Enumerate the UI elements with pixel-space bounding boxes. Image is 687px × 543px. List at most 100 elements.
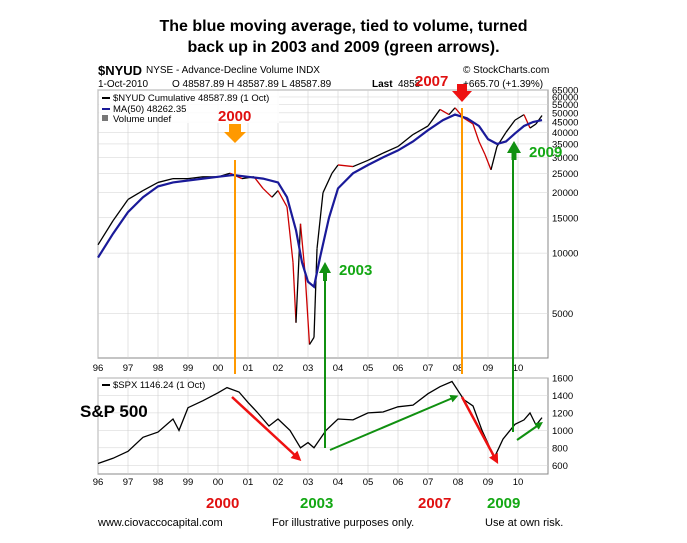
nyud-cumulative-segment xyxy=(382,145,399,154)
nyud-cumulative-segment xyxy=(463,117,474,125)
annotation-layer: 2000 2007 2003 2009 2000 2003 2007 2009 xyxy=(206,73,562,512)
nyud-cumulative-segment xyxy=(472,123,480,142)
nyud-x-tick-label: 00 xyxy=(213,363,224,374)
nyud-x-tick-label: 07 xyxy=(423,363,434,374)
annotation-bottom-2003: 2003 xyxy=(300,495,333,512)
spx-x-tick-label: 09 xyxy=(483,477,494,488)
spx-x-tick-label: 97 xyxy=(123,477,134,488)
annotation-top-2000: 2000 xyxy=(218,108,251,125)
spx-y-tick-label: 1400 xyxy=(552,391,573,402)
nyud-cumulative-segment xyxy=(523,114,531,129)
spx-x-tick-label: 00 xyxy=(213,477,224,488)
nyud-cumulative-segment xyxy=(157,178,174,184)
nyud-symbol: $NYUD xyxy=(98,63,143,78)
nyud-cumulative-segment xyxy=(286,206,294,263)
nyud-cumulative-segment xyxy=(397,134,414,147)
spx-legend-label: $SPX 1146.24 (1 Oct) xyxy=(113,380,205,391)
nyud-change: +665.70 (+1.39%) xyxy=(463,79,544,90)
nyud-cumulative-segment xyxy=(448,107,456,116)
spx-x-tick-label: 08 xyxy=(453,477,464,488)
legend-ma-label: MA(50) 48262.35 xyxy=(113,104,186,115)
nyud-cumulative-segment xyxy=(292,262,297,323)
nyud-cumulative-segment xyxy=(322,172,333,193)
annotation-bottom-2009: 2009 xyxy=(487,495,520,512)
nyud-y-tick-label: 35000 xyxy=(552,139,578,150)
nyud-x-tick-label: 02 xyxy=(273,363,284,374)
nyud-x-tick-label: 10 xyxy=(513,363,524,374)
nyud-cumulative-segment xyxy=(478,141,486,155)
annotation-top-2009: 2009 xyxy=(529,144,562,161)
nyud-y-tick-label: 65000 xyxy=(552,86,578,97)
spx-x-tick-label: 03 xyxy=(303,477,314,488)
nyud-cumulative-segment xyxy=(304,272,311,345)
nyud-cumulative-segment xyxy=(262,187,273,198)
spx-x-tick-label: 06 xyxy=(393,477,404,488)
spx-x-tick-label: 02 xyxy=(273,477,284,488)
nyud-x-tick-label: 05 xyxy=(363,363,374,374)
chart-headline-line1: The blue moving average, tied to volume,… xyxy=(159,18,528,35)
spx-x-tick-label: 04 xyxy=(333,477,344,488)
spx-plot-area xyxy=(97,377,549,475)
nyud-cumulative-segment xyxy=(352,159,369,168)
nyud-y-tick-label: 60000 xyxy=(552,92,578,103)
nyud-cumulative-segment xyxy=(271,190,279,198)
nyud-x-tick-label: 98 xyxy=(153,363,164,374)
green-arrow-2003 xyxy=(319,262,331,281)
nyud-x-tick-label: 01 xyxy=(243,363,254,374)
nyud-cumulative-segment xyxy=(316,192,324,249)
nyud-cumulative-segment xyxy=(127,189,144,201)
spx-x-tick-label: 07 xyxy=(423,477,434,488)
spx-green-advance-arrow-2009 xyxy=(516,421,543,441)
nyud-panel: 96 97 98 99 00 01 02 03 04 05 06 07 08 09 10 6500060000… xyxy=(93,86,579,375)
footer-disclaimer-risk: Use at own risk. xyxy=(485,517,564,529)
spx-red-decline-arrow-2007 xyxy=(460,396,499,464)
chart-headline-line2: back up in 2003 and 2009 (green arrows). xyxy=(187,39,500,56)
nyud-y-tick-label: 10000 xyxy=(552,249,578,260)
spx-y-tick-label: 1200 xyxy=(552,408,573,419)
nyud-x-tick-label: 06 xyxy=(393,363,404,374)
nyud-cumulative-segment xyxy=(529,123,537,129)
annotation-bottom-2007: 2007 xyxy=(418,495,451,512)
stockcharts-watermark: © StockCharts.com xyxy=(463,65,550,76)
spx-x-tick-label: 96 xyxy=(93,477,104,488)
nyud-y-tick-label: 55000 xyxy=(552,100,578,111)
spx-green-advance-arrow-2003 xyxy=(329,395,459,451)
nyud-cumulative-segment xyxy=(299,223,306,273)
spx-x-tick-label: 99 xyxy=(183,477,194,488)
spx-overlay-label: S&P 500 xyxy=(80,402,148,421)
footer-website: www.ciovaccocapital.com xyxy=(98,517,223,529)
nyud-last-label: Last xyxy=(372,79,393,90)
nyud-date: 1-Oct-2010 xyxy=(98,79,149,90)
nyud-y-tick-label: 50000 xyxy=(552,108,578,119)
nyud-cumulative-segment xyxy=(367,152,384,161)
annotation-top-2003: 2003 xyxy=(339,262,372,279)
spx-x-tick-label: 01 xyxy=(243,477,254,488)
nyud-cumulative-segment xyxy=(439,108,450,116)
nyud-y-tick-label: 5000 xyxy=(552,309,573,320)
nyud-y-tick-label: 40000 xyxy=(552,128,578,139)
nyud-cumulative-segment xyxy=(277,190,288,208)
nyud-plot-area xyxy=(97,89,549,359)
nyud-cumulative-segment xyxy=(313,248,318,338)
spx-x-tick-label: 05 xyxy=(363,477,374,488)
nyud-x-tick-label: 97 xyxy=(123,363,134,374)
nyud-cumulative-segment xyxy=(142,181,159,192)
spx-y-tick-label: 800 xyxy=(552,443,568,454)
nyud-cumulative-segment xyxy=(514,114,525,121)
nyud-y-tick-label: 30000 xyxy=(552,153,578,164)
nyud-cumulative-segment xyxy=(484,154,492,171)
nyud-y-tick-label: 45000 xyxy=(552,118,578,129)
spx-x-tick-label: 10 xyxy=(513,477,524,488)
nyud-cumulative-segment xyxy=(331,164,339,174)
spx-red-decline-arrow-2000 xyxy=(231,396,302,462)
spx-y-tick-label: 600 xyxy=(552,461,568,472)
footer-disclaimer-illustrative: For illustrative purposes only. xyxy=(272,517,415,529)
orange-arrow-2000 xyxy=(224,124,246,143)
nyud-ma50-line xyxy=(97,113,543,289)
nyud-cumulative-segment xyxy=(337,164,354,168)
nyud-cumulative-segment xyxy=(505,119,516,133)
nyud-cumulative-segment xyxy=(308,337,315,345)
spx-y-tick-label: 1000 xyxy=(552,426,573,437)
nyud-cumulative-segment xyxy=(295,223,302,323)
